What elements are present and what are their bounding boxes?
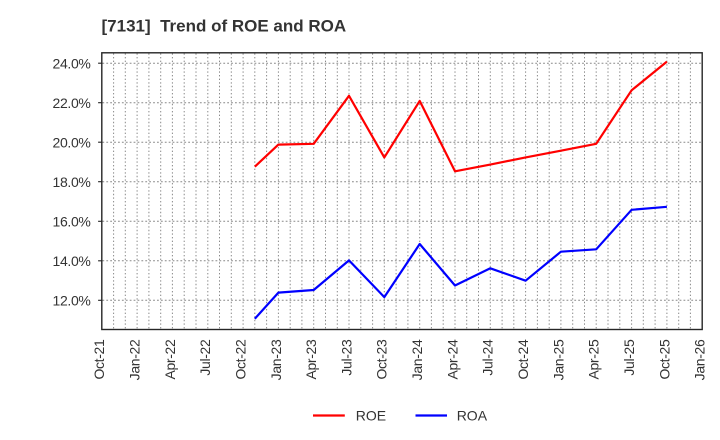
- svg-text:Jul-22: Jul-22: [197, 339, 213, 376]
- svg-text:ROA: ROA: [457, 407, 488, 423]
- svg-text:Jan-22: Jan-22: [127, 339, 143, 380]
- svg-text:22.0%: 22.0%: [53, 95, 91, 111]
- svg-text:Jan-24: Jan-24: [409, 339, 425, 380]
- svg-text:Jul-23: Jul-23: [338, 339, 354, 376]
- svg-text:14.0%: 14.0%: [53, 253, 91, 269]
- svg-text:Jul-24: Jul-24: [480, 339, 496, 376]
- svg-text:Jul-25: Jul-25: [621, 339, 637, 376]
- svg-text:16.0%: 16.0%: [53, 214, 91, 230]
- svg-text:24.0%: 24.0%: [53, 55, 91, 71]
- svg-text:Oct-22: Oct-22: [233, 339, 249, 379]
- svg-text:Jan-23: Jan-23: [268, 339, 284, 380]
- svg-text:Apr-24: Apr-24: [444, 339, 460, 379]
- svg-text:Apr-25: Apr-25: [586, 339, 602, 379]
- svg-text:18.0%: 18.0%: [53, 174, 91, 190]
- svg-text:Oct-21: Oct-21: [91, 339, 107, 379]
- svg-text:Jan-26: Jan-26: [692, 339, 708, 380]
- svg-text:Jan-25: Jan-25: [550, 339, 566, 380]
- svg-text:Oct-25: Oct-25: [656, 339, 672, 379]
- svg-text:ROE: ROE: [356, 407, 386, 423]
- svg-text:[7131] Trend of ROE and ROA: [7131] Trend of ROE and ROA: [102, 17, 347, 36]
- svg-text:12.0%: 12.0%: [53, 293, 91, 309]
- svg-text:Oct-23: Oct-23: [374, 339, 390, 379]
- svg-text:Oct-24: Oct-24: [515, 339, 531, 379]
- svg-text:20.0%: 20.0%: [53, 134, 91, 150]
- svg-text:Apr-23: Apr-23: [303, 339, 319, 379]
- svg-text:Apr-22: Apr-22: [162, 339, 178, 379]
